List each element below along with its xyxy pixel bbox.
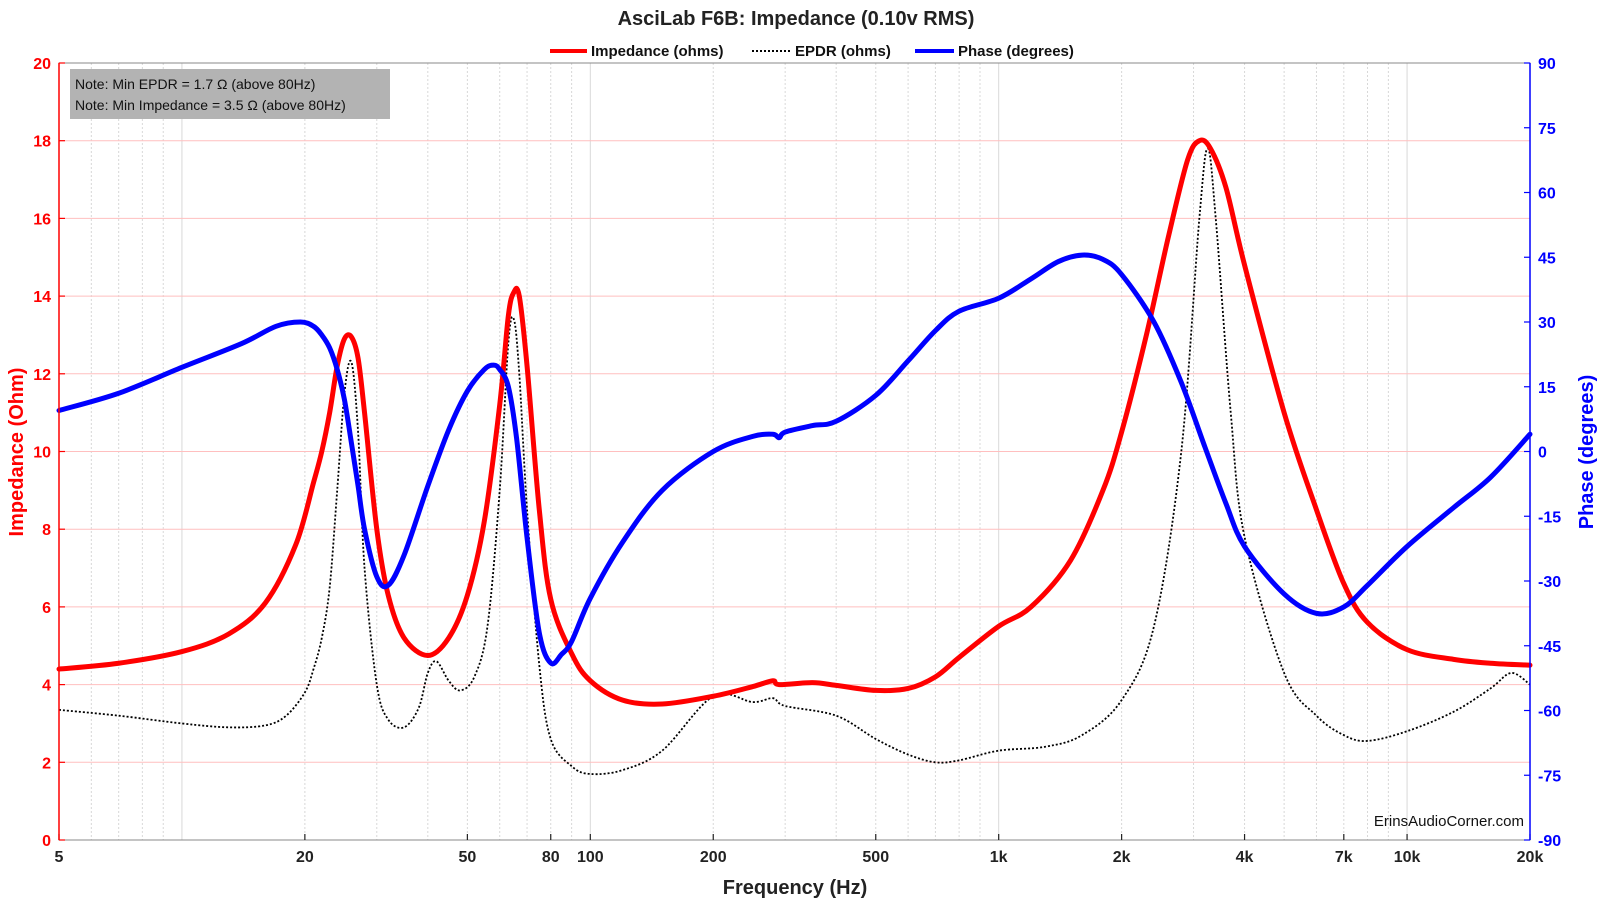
legend-phase: Phase (degrees): [958, 43, 1074, 60]
y-tick-label-right: 60: [1538, 186, 1556, 203]
note-min-impedance: Note: Min Impedance = 3.5 Ω (above 80Hz): [75, 97, 346, 113]
y-tick-label-left: 6: [42, 600, 51, 617]
chart-title: AsciLab F6B: Impedance (0.10v RMS): [618, 8, 975, 30]
y-tick-label-left: 14: [33, 289, 51, 306]
x-tick-label: 5: [55, 849, 64, 866]
y-tick-label-left: 12: [33, 367, 51, 384]
x-tick-label: 10k: [1394, 849, 1421, 866]
series-layer: [56, 137, 1533, 776]
y-axis-label-left: Impedance (Ohm): [6, 368, 28, 537]
x-tick-label: 500: [862, 849, 889, 866]
x-tick-label: 80: [542, 849, 560, 866]
x-tick-label: 7k: [1335, 849, 1353, 866]
x-tick-label: 4k: [1236, 849, 1254, 866]
y-tick-label-left: 10: [33, 445, 51, 462]
y-tick-label-left: 20: [33, 56, 51, 73]
y-tick-label-right: 30: [1538, 315, 1556, 332]
y-tick-label-right: 90: [1538, 56, 1556, 73]
y-tick-label-left: 16: [33, 211, 51, 228]
y-tick-label-right: -30: [1538, 574, 1561, 591]
x-tick-label: 20: [296, 849, 314, 866]
legend-epdr: EPDR (ohms): [795, 43, 891, 60]
x-tick-label: 100: [577, 849, 604, 866]
y-tick-label-right: 15: [1538, 380, 1556, 397]
x-tick-label: 20k: [1517, 849, 1544, 866]
axes: 0 2 4 6 8 10 12 14 16 18 20 -90 -75 -60 -45 -30 -15 0 15 30…: [33, 56, 1561, 866]
y-tick-label-right: -15: [1538, 509, 1561, 526]
y-tick-label-right: 0: [1538, 445, 1547, 462]
series-impedance: [56, 137, 1533, 707]
y-tick-label-right: -60: [1538, 704, 1561, 721]
x-tick-label: 1k: [990, 849, 1008, 866]
x-tick-label: 2k: [1113, 849, 1131, 866]
x-tick-label: 50: [458, 849, 476, 866]
y-tick-label-right: -90: [1538, 833, 1561, 850]
y-axis-label-right: Phase (degrees): [1576, 375, 1598, 530]
x-axis-label: Frequency (Hz): [723, 877, 867, 899]
y-tick-label-left: 18: [33, 134, 51, 151]
x-tick-label: 200: [700, 849, 727, 866]
y-tick-label-left: 8: [42, 522, 51, 539]
watermark: ErinsAudioCorner.com: [1374, 813, 1524, 830]
y-tick-label-left: 2: [42, 755, 51, 772]
y-tick-label-right: -45: [1538, 639, 1561, 656]
notes-box: Note: Min EPDR = 1.7 Ω (above 80Hz) Note…: [70, 69, 390, 119]
notes-background: [70, 69, 390, 119]
legend-impedance: Impedance (ohms): [591, 43, 724, 60]
series-phase: [56, 252, 1533, 667]
y-tick-label-right: 75: [1538, 121, 1556, 138]
note-min-epdr: Note: Min EPDR = 1.7 Ω (above 80Hz): [75, 76, 315, 92]
y-tick-label-left: 4: [42, 678, 51, 695]
y-tick-label-left: 0: [42, 833, 51, 850]
y-tick-label-right: 45: [1538, 250, 1556, 267]
y-tick-label-right: -75: [1538, 768, 1561, 785]
series-epdr: [58, 147, 1531, 776]
legend: Impedance (ohms) EPDR (ohms) Phase (degr…: [550, 43, 1074, 60]
